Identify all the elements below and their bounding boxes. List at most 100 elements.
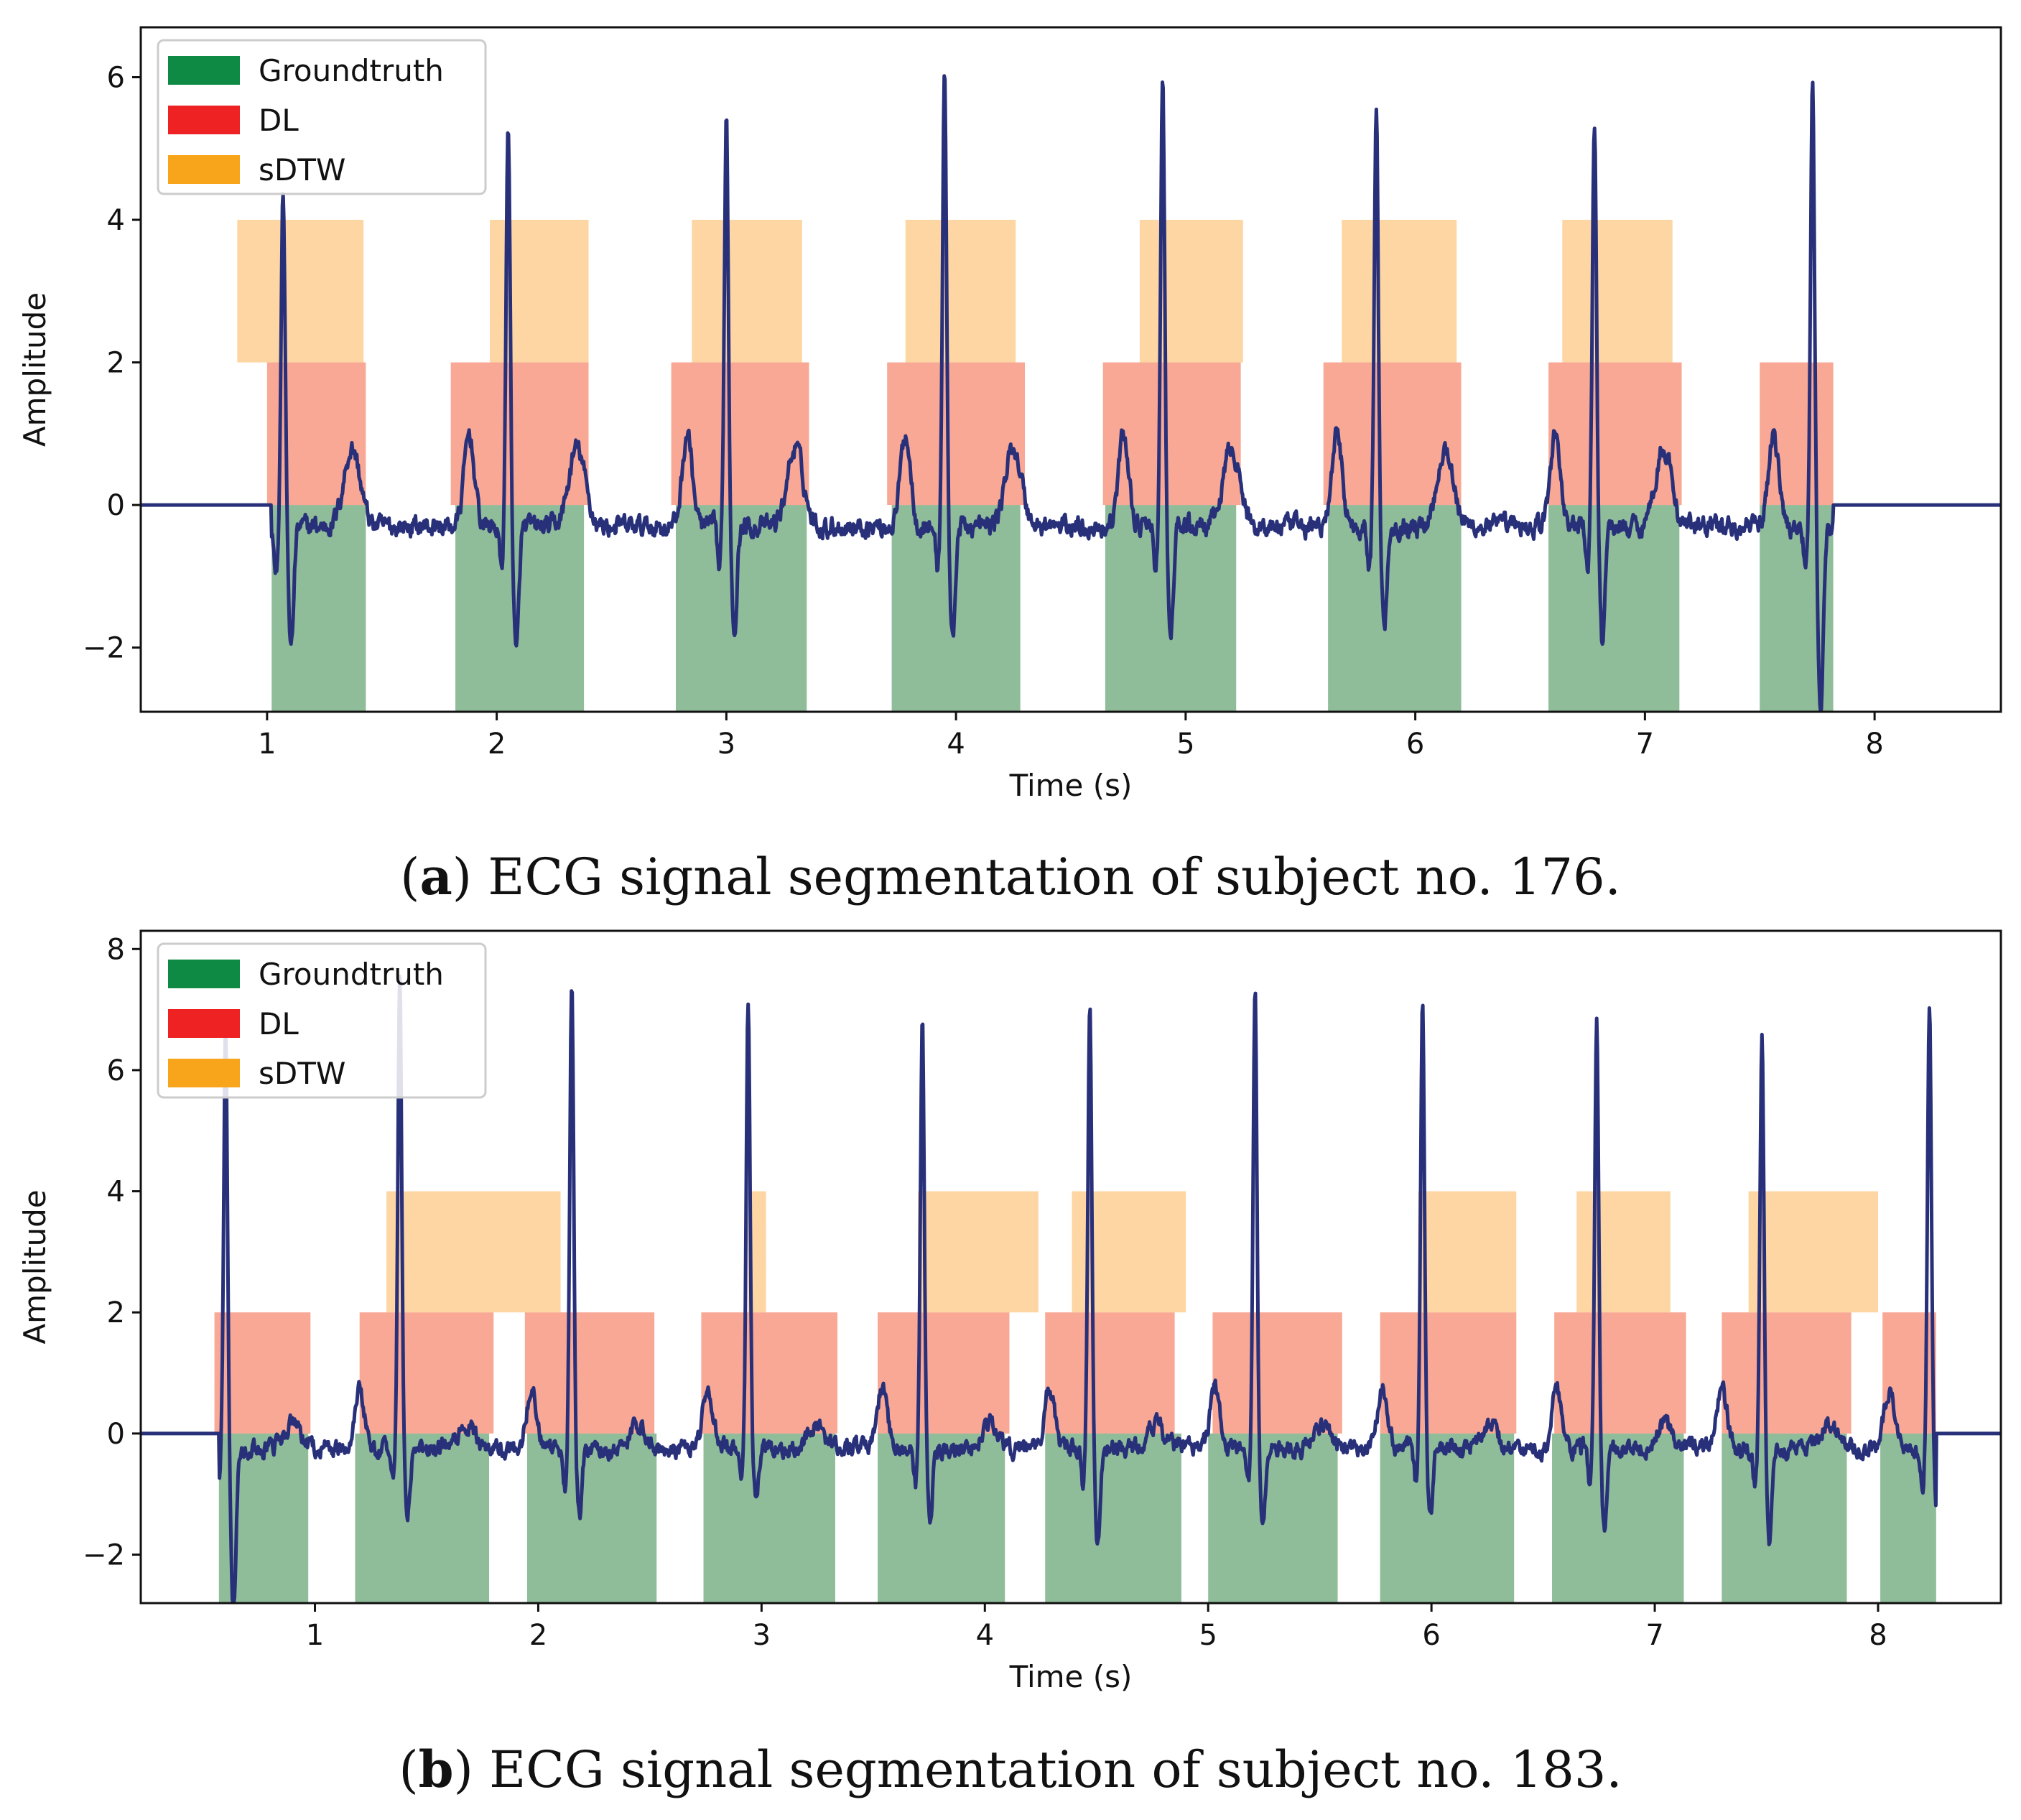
panel-b-caption-text: ECG signal segmentation of subject no. 1…: [489, 1740, 1622, 1799]
panel-b-groundtruth-segment-8: [1380, 1433, 1515, 1603]
panel-b-x-tick-label: 3: [753, 1619, 771, 1652]
panel-a-legend-label-dl: DL: [259, 103, 299, 138]
panel-a-x-tick-label: 2: [488, 728, 506, 761]
panel-b-groundtruth-segment-6: [1045, 1433, 1181, 1603]
panel-a-chart: 1 2 3 4 5 6 7 8 −2 0 2 4 6 Time (s) Amplitude Groun…: [17, 26, 2002, 803]
panel-b-x-tick-label: 8: [1869, 1619, 1887, 1652]
panel-b-dl-segment-10: [1722, 1312, 1852, 1434]
panel-b-legend-label-sdtw: sDTW: [259, 1056, 345, 1091]
panel-b-legend-swatch-dl: [168, 1009, 240, 1038]
panel-b-groundtruth-segment-5: [878, 1433, 1005, 1603]
panel-b-x-tick-label: 6: [1422, 1619, 1440, 1652]
panel-b-x-axis-label: Time (s): [1009, 1659, 1133, 1694]
panel-a-dl-segment-5: [1102, 362, 1241, 506]
panel-a-y-axis-label: Amplitude: [17, 292, 52, 447]
panel-a-y-tick-label: 6: [107, 61, 125, 94]
panel-a-plot-frame: [139, 26, 2002, 713]
panel-a-x-tick-label: 4: [947, 728, 965, 761]
panel-b-dl-segment-3: [524, 1312, 655, 1434]
panel-b-y-tick-label: −2: [83, 1539, 125, 1572]
panel-b-ecg-signal: [141, 974, 2001, 1603]
panel-a-segment-bands: [237, 220, 1834, 712]
panel-a-x-tick-label: 8: [1865, 728, 1883, 761]
panel-a-y-tick-label: 0: [107, 489, 125, 522]
panel-a-letter: a: [419, 847, 452, 906]
panel-b-segment-bands: [214, 1191, 1936, 1603]
panel-b-chart: 1 2 3 4 5 6 7 8 −2 0 2 4 6 8 Time (s) Amplitude Grou…: [17, 929, 2002, 1694]
panel-b-groundtruth-segment-7: [1208, 1433, 1338, 1603]
panel-b-x-tick-label: 4: [976, 1619, 994, 1652]
panel-a-x-tick-label: 1: [258, 728, 276, 761]
panel-b-legend-swatch-groundtruth: [168, 960, 240, 988]
panel-a-y-ticks: −2 0 2 4 6: [83, 61, 141, 665]
panel-b-y-tick-label: 4: [107, 1176, 125, 1209]
panel-a-y-tick-label: −2: [83, 632, 125, 665]
panel-a-groundtruth-segment-7: [1548, 505, 1680, 712]
panel-b-dl-segment-6: [1045, 1312, 1175, 1434]
panel-b-dl-segment-9: [1554, 1312, 1686, 1434]
panel-b-dl-segment-8: [1380, 1312, 1517, 1434]
panel-b-caption: (b) ECG signal segmentation of subject n…: [399, 1740, 1622, 1799]
panel-b-sdtw-segment-3: [918, 1191, 1039, 1313]
panel-a-x-ticks: 1 2 3 4 5 6 7 8: [258, 712, 1884, 761]
panel-a-legend: Groundtruth DL sDTW: [157, 39, 487, 195]
panel-b-groundtruth-segment-2: [355, 1433, 490, 1603]
panel-a-legend-swatch-groundtruth: [168, 56, 240, 85]
panel-b-x-tick-label: 2: [529, 1619, 547, 1652]
panel-b-sdtw-segment-1: [386, 1191, 561, 1313]
panel-a-sdtw-segment-1: [237, 220, 364, 363]
panel-b-legend-label-dl: DL: [259, 1006, 299, 1041]
panel-a-ecg-signal: [141, 74, 2001, 712]
panel-a-legend-swatch-sdtw: [168, 155, 240, 184]
panel-a-legend-swatch-dl: [168, 106, 240, 134]
panel-a-sdtw-segment-7: [1562, 220, 1673, 363]
panel-b-y-ticks: −2 0 2 4 6 8: [83, 933, 141, 1572]
panel-a-x-tick-label: 3: [717, 728, 735, 761]
panel-b-y-tick-label: 8: [107, 933, 125, 966]
panel-a-legend-label-sdtw: sDTW: [259, 152, 345, 187]
panel-b-groundtruth-segment-11: [1880, 1433, 1936, 1603]
panel-b-groundtruth-segment-9: [1552, 1433, 1684, 1603]
panel-a-groundtruth-segment-5: [1105, 505, 1237, 712]
panel-b-y-tick-label: 0: [107, 1418, 125, 1451]
panel-a-y-tick-label: 2: [107, 347, 125, 380]
panel-a-x-axis-label: Time (s): [1009, 768, 1133, 803]
panel-b-x-tick-label: 1: [306, 1619, 324, 1652]
panel-b-dl-segment-4: [701, 1312, 838, 1434]
panel-b-legend: Groundtruth DL sDTW: [157, 942, 487, 1099]
panel-b-groundtruth-segment-3: [526, 1433, 657, 1603]
panel-b-ecg-trace: [141, 974, 2001, 1603]
panel-a-dl-segment-1: [266, 362, 366, 506]
panel-b-dl-segment-5: [878, 1312, 1010, 1434]
panel-a-x-tick-label: 7: [1636, 728, 1654, 761]
panel-a-sdtw-segment-3: [692, 220, 802, 363]
panel-a-groundtruth-segment-6: [1328, 505, 1462, 712]
panel-a-sdtw-segment-4: [905, 220, 1016, 363]
panel-b-plot-frame: [139, 929, 2002, 1605]
panel-a-dl-segment-8: [1760, 362, 1834, 506]
panel-b-x-tick-label: 7: [1645, 1619, 1663, 1652]
panel-b-legend-swatch-sdtw: [168, 1059, 240, 1087]
panel-b-groundtruth-segment-10: [1722, 1433, 1847, 1603]
panel-b-y-tick-label: 2: [107, 1296, 125, 1329]
panel-a-ecg-trace: [141, 74, 2001, 712]
panel-a-caption-text: ECG signal segmentation of subject no. 1…: [488, 848, 1621, 906]
panel-b-legend-label-groundtruth: Groundtruth: [259, 957, 444, 992]
panel-a-dl-segment-7: [1548, 362, 1682, 506]
panel-b-y-tick-label: 6: [107, 1054, 125, 1087]
panel-a-x-tick-label: 6: [1406, 728, 1424, 761]
panel-b-sdtw-segment-5: [1418, 1191, 1517, 1313]
panel-b-x-tick-label: 5: [1199, 1619, 1217, 1652]
panel-a-x-tick-label: 5: [1176, 728, 1194, 761]
panel-a-sdtw-segment-6: [1342, 220, 1457, 363]
panel-b-groundtruth-segment-4: [703, 1433, 835, 1603]
panel-b-dl-segment-2: [359, 1312, 494, 1434]
panel-a-y-tick-label: 4: [107, 204, 125, 237]
panel-b-y-axis-label: Amplitude: [17, 1189, 52, 1344]
panel-b-sdtw-segment-7: [1748, 1191, 1878, 1313]
panel-b-letter: b: [419, 1740, 454, 1799]
panel-b-dl-segment-7: [1212, 1312, 1342, 1434]
panel-a-sdtw-segment-5: [1139, 220, 1243, 363]
panel-b-x-ticks: 1 2 3 4 5 6 7 8: [306, 1603, 1887, 1652]
